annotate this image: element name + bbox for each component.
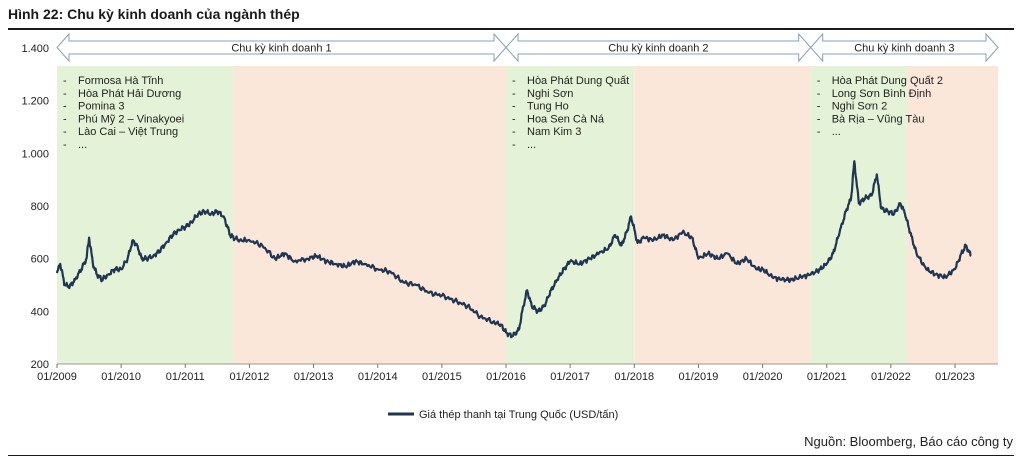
y-tick-label: 1.400 — [21, 43, 49, 55]
cycle-label-3: Chu kỳ kinh doanh 3 — [854, 43, 954, 55]
bottom-divider — [8, 455, 1014, 456]
cycle-label-2: Chu kỳ kinh doanh 2 — [608, 43, 708, 55]
boom-band-2 — [506, 66, 635, 364]
plant-item: ... — [832, 126, 841, 138]
x-tick-label: 01/2009 — [37, 371, 77, 383]
cycle-label-1: Chu kỳ kinh doanh 1 — [231, 43, 331, 55]
x-tick-label: 01/2021 — [807, 371, 847, 383]
x-tick-label: 01/2017 — [550, 371, 590, 383]
plant-bullet: - — [512, 75, 516, 87]
x-tick-label: 01/2014 — [358, 371, 398, 383]
plant-bullet: - — [512, 88, 516, 100]
y-axis: 200 400 600 800 1.000 1.200 1.400 — [21, 43, 49, 371]
plant-bullet: - — [63, 75, 67, 87]
plant-item: Tung Ho — [527, 101, 569, 113]
plant-bullet: - — [817, 88, 821, 100]
x-tick-label: 01/2019 — [679, 371, 719, 383]
boom-band-3 — [810, 66, 907, 364]
figure-title: Hình 22: Chu kỳ kinh doanh của ngành thé… — [8, 6, 300, 22]
source-note: Nguồn: Bloomberg, Báo cáo công ty — [804, 434, 1013, 449]
plant-bullet: - — [63, 139, 67, 151]
plant-item: Phú Mỹ 2 – Vinakyoei — [78, 113, 184, 125]
plant-bullet: - — [63, 101, 67, 113]
bust-band-1 — [233, 66, 507, 364]
x-tick-label: 01/2022 — [871, 371, 911, 383]
plant-bullet: - — [512, 101, 516, 113]
plant-bullet: - — [817, 75, 821, 87]
legend: Giá thép thanh tại Trung Quốc (USD/tấn) — [388, 409, 618, 421]
plant-item: Hòa Phát Hải Dương — [78, 88, 181, 100]
plant-item: Long Sơn Bình Định — [832, 88, 932, 100]
x-axis: 01/2009 01/2010 01/2011 01/2012 01/2013 01/20… — [37, 363, 998, 383]
plant-item: Formosa Hà Tĩnh — [78, 75, 163, 87]
cycle-bands — [57, 66, 998, 364]
x-tick-label: 01/2015 — [422, 371, 462, 383]
plant-bullet: - — [63, 88, 67, 100]
plant-item: Hòa Phát Dung Quất — [527, 75, 629, 87]
plant-item: Nam Kim 3 — [527, 126, 581, 138]
plant-item: Pomina 3 — [78, 101, 124, 113]
plant-item: Nghi Sơn 2 — [832, 101, 888, 113]
x-tick-label: 01/2016 — [486, 371, 526, 383]
y-tick-label: 600 — [31, 254, 49, 266]
plant-bullet: - — [512, 139, 516, 151]
boom-band-1 — [57, 66, 234, 364]
plant-item: ... — [527, 139, 536, 151]
x-tick-label: 01/2012 — [230, 371, 270, 383]
series-line — [55, 160, 972, 339]
plant-bullet: - — [512, 126, 516, 138]
x-tick-label: 01/2023 — [935, 371, 975, 383]
plant-bullet: - — [817, 126, 821, 138]
cycle-arrows: Chu kỳ kinh doanh 1 Chu kỳ kinh doanh 2 Ch… — [56, 32, 999, 63]
plant-item: Hòa Phát Dung Quất 2 — [832, 75, 943, 87]
y-tick-label: 1.200 — [21, 96, 49, 108]
plant-bullet: - — [817, 113, 821, 125]
x-tick-label: 01/2018 — [614, 371, 654, 383]
plant-lists: - Formosa Hà Tĩnh- Hòa Phát Hải Dương- Pomi… — [63, 75, 943, 151]
y-tick-label: 800 — [31, 201, 49, 213]
cycle-arrow-3 — [810, 32, 999, 63]
plant-bullet: - — [817, 101, 821, 113]
y-tick-label: 1.000 — [21, 148, 49, 160]
bust-band-3 — [906, 66, 998, 364]
plant-bullet: - — [63, 113, 67, 125]
x-tick-label: 01/2011 — [166, 371, 205, 383]
plant-bullet: - — [63, 126, 67, 138]
title-divider — [8, 28, 1014, 30]
x-tick-label: 01/2010 — [101, 371, 141, 383]
x-tick-label: 01/2020 — [743, 371, 783, 383]
plant-item: Nghi Sơn — [527, 88, 573, 100]
bust-band-2 — [634, 66, 811, 364]
plant-item: Bà Rịa – Vũng Tàu — [832, 113, 925, 125]
legend-label: Giá thép thanh tại Trung Quốc (USD/tấn) — [419, 409, 618, 421]
plant-item: Lào Cai – Việt Trung — [78, 126, 178, 138]
y-tick-label: 200 — [31, 359, 49, 371]
plant-bullet: - — [512, 113, 516, 125]
series-layer — [55, 160, 972, 339]
plant-item: ... — [78, 139, 87, 151]
x-tick-label: 01/2013 — [294, 371, 334, 383]
plant-item: Hoa Sen Cà Ná — [527, 113, 605, 125]
y-tick-label: 400 — [31, 306, 49, 318]
